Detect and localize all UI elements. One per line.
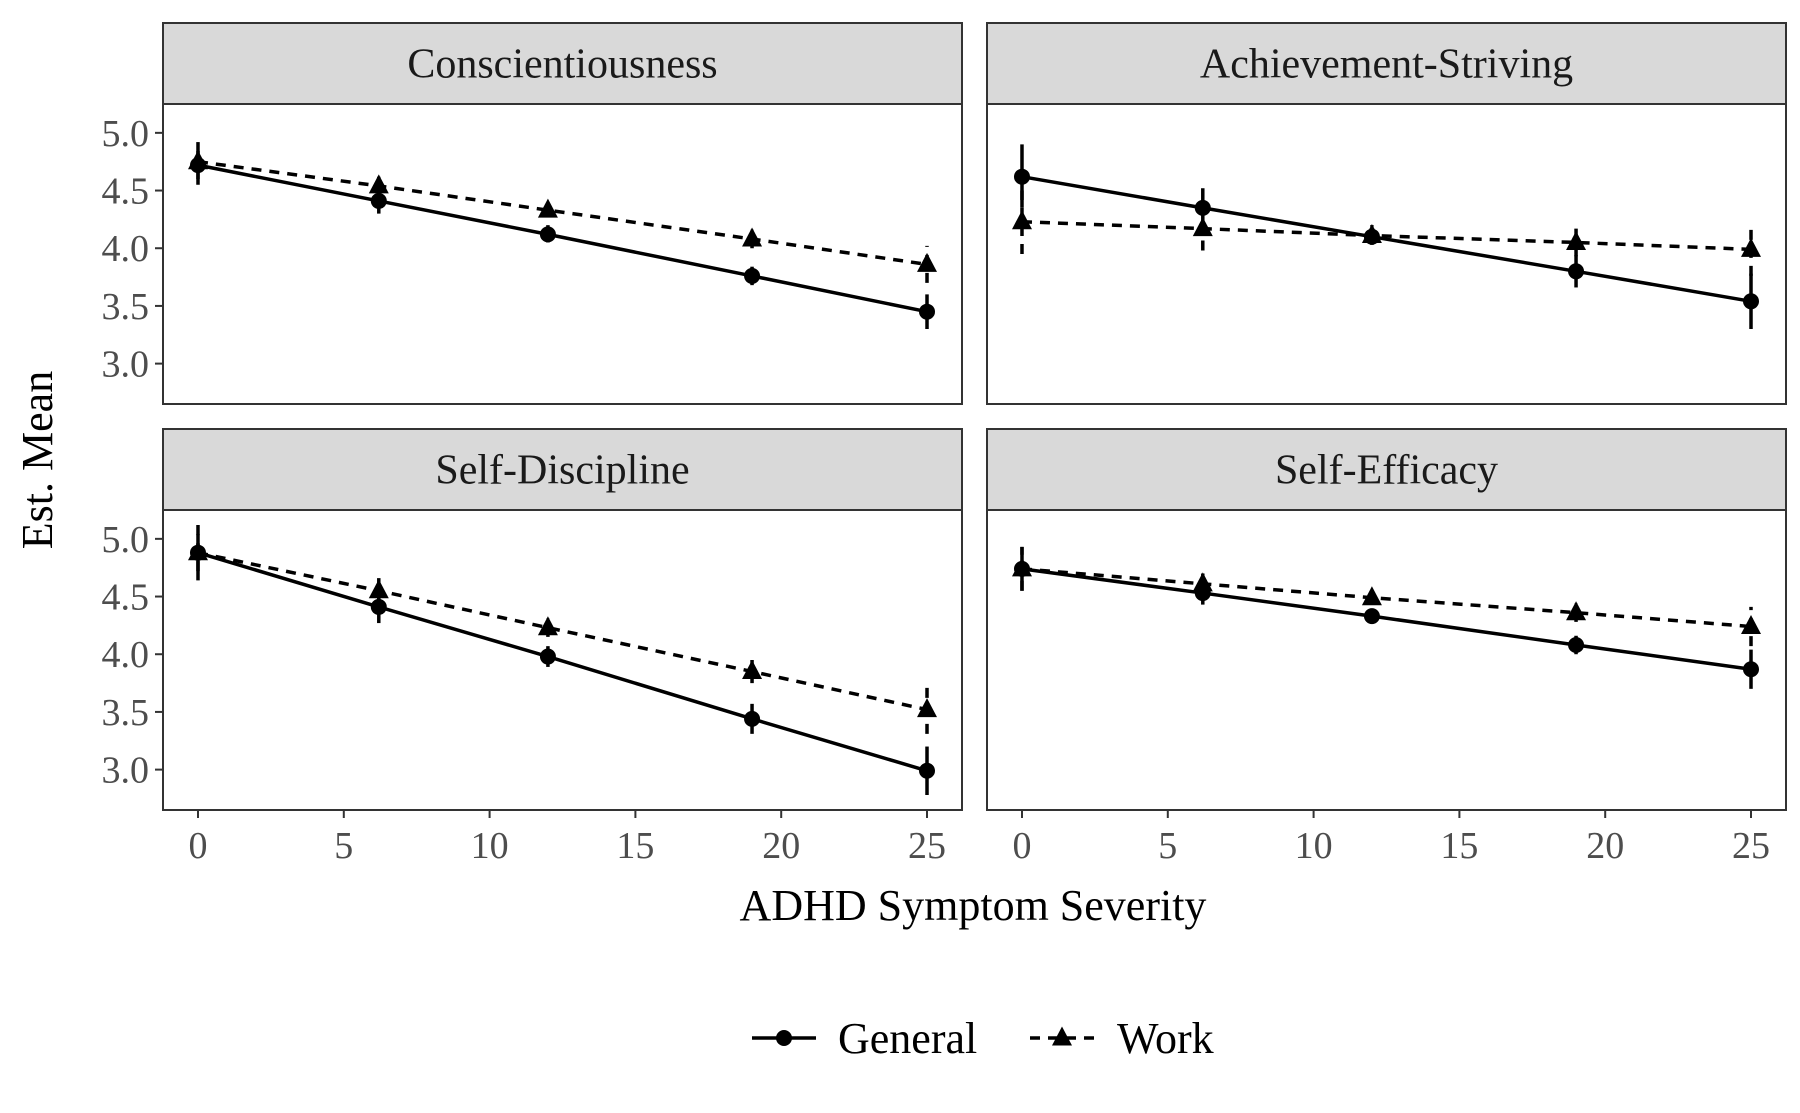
- panel-strip: [986, 428, 1787, 511]
- x-tick-label: 15: [616, 825, 654, 867]
- data-point-triangle: [1192, 572, 1213, 592]
- y-tick-label: 3.5: [102, 692, 150, 734]
- x-tick-label: 20: [762, 825, 800, 867]
- legend-label: Work: [1117, 1014, 1214, 1063]
- data-point-triangle: [917, 698, 938, 718]
- series-line-work: [197, 159, 928, 267]
- panel-frame: [162, 103, 963, 405]
- legend-circle-marker: [776, 1030, 792, 1046]
- data-point-circle: [744, 710, 761, 727]
- y-axis-title: Est. Mean: [13, 371, 62, 549]
- panel-title: Achievement-Striving: [1200, 42, 1573, 88]
- x-tick-label: 0: [188, 825, 207, 867]
- data-point-triangle: [1011, 210, 1032, 230]
- panels-layer: Conscientiousness 3.0 3.5 4.0 4.5 5.0 Achievem…: [102, 22, 1787, 867]
- data-point-triangle: [1361, 224, 1382, 244]
- legend-item-work: Work: [1030, 1014, 1214, 1063]
- panel: Achievement-Striving: [986, 22, 1787, 405]
- panel-strip: [162, 428, 963, 511]
- legend-item-general: General: [752, 1014, 977, 1063]
- y-tick-label: 3.0: [102, 750, 150, 792]
- data-point-triangle: [368, 579, 389, 599]
- data-point-triangle: [187, 541, 208, 561]
- panel-title: Self-Efficacy: [1275, 448, 1498, 494]
- panel: Self-Efficacy 0 5 10 15 20 25: [986, 428, 1787, 867]
- data-point-triangle: [1361, 586, 1382, 606]
- data-point-triangle: [537, 198, 558, 218]
- data-point-triangle: [1566, 230, 1587, 250]
- data-point-triangle: [917, 252, 938, 272]
- data-point-triangle: [187, 150, 208, 170]
- data-point-circle: [744, 267, 761, 284]
- data-point-triangle: [742, 227, 763, 247]
- data-point-triangle: [742, 660, 763, 680]
- y-tick-label: 5.0: [102, 519, 150, 561]
- data-point-circle: [1568, 263, 1585, 280]
- y-tick-label: 5.0: [102, 113, 150, 155]
- x-tick-label: 0: [1012, 825, 1031, 867]
- data-point-circle: [1743, 661, 1760, 678]
- panel-strip: [986, 22, 1787, 105]
- legend-triangle-marker: [1052, 1026, 1072, 1046]
- x-tick-label: 25: [908, 825, 946, 867]
- data-point-triangle: [1741, 237, 1762, 257]
- data-point-circle: [919, 762, 936, 779]
- y-tick-label: 4.5: [102, 577, 150, 619]
- panel-strip: [162, 22, 963, 105]
- x-tick-label: 10: [1295, 825, 1333, 867]
- y-tick-label: 3.5: [102, 286, 150, 328]
- x-tick-label: 10: [471, 825, 509, 867]
- panel: Self-Discipline 3.0 3.5 4.0 4.5 5.0 0 5 10 15 20 25: [102, 428, 963, 867]
- x-tick-label: 20: [1586, 825, 1624, 867]
- x-axis-title: ADHD Symptom Severity: [740, 881, 1207, 930]
- data-point-triangle: [537, 616, 558, 636]
- data-point-circle: [370, 598, 387, 615]
- data-point-circle: [539, 226, 556, 243]
- y-tick-label: 4.0: [102, 634, 150, 676]
- data-point-triangle: [1192, 217, 1213, 237]
- x-tick-label: 15: [1440, 825, 1478, 867]
- data-point-circle: [1743, 293, 1760, 310]
- panel-title: Conscientiousness: [407, 42, 717, 88]
- legend: General Work: [752, 1014, 1214, 1063]
- data-point-triangle: [1741, 615, 1762, 635]
- panel-frame: [986, 103, 1787, 405]
- data-point-circle: [539, 648, 556, 665]
- panel-frame: [986, 509, 1787, 811]
- y-tick-label: 4.5: [102, 171, 150, 213]
- x-tick-label: 5: [334, 825, 353, 867]
- data-point-circle: [370, 192, 387, 209]
- data-point-circle: [1568, 637, 1585, 653]
- legend-label: General: [838, 1014, 977, 1063]
- x-tick-label: 25: [1732, 825, 1770, 867]
- data-point-triangle: [1566, 601, 1587, 621]
- data-point-circle: [1363, 608, 1380, 625]
- panel-title: Self-Discipline: [435, 448, 689, 494]
- y-tick-label: 4.0: [102, 228, 150, 270]
- data-point-triangle: [368, 174, 389, 194]
- data-point-circle: [1013, 168, 1030, 185]
- y-tick-label: 3.0: [102, 344, 150, 386]
- panel: Conscientiousness 3.0 3.5 4.0 4.5 5.0: [102, 22, 963, 405]
- x-tick-label: 5: [1158, 825, 1177, 867]
- data-point-triangle: [1011, 557, 1032, 577]
- data-point-circle: [919, 303, 936, 320]
